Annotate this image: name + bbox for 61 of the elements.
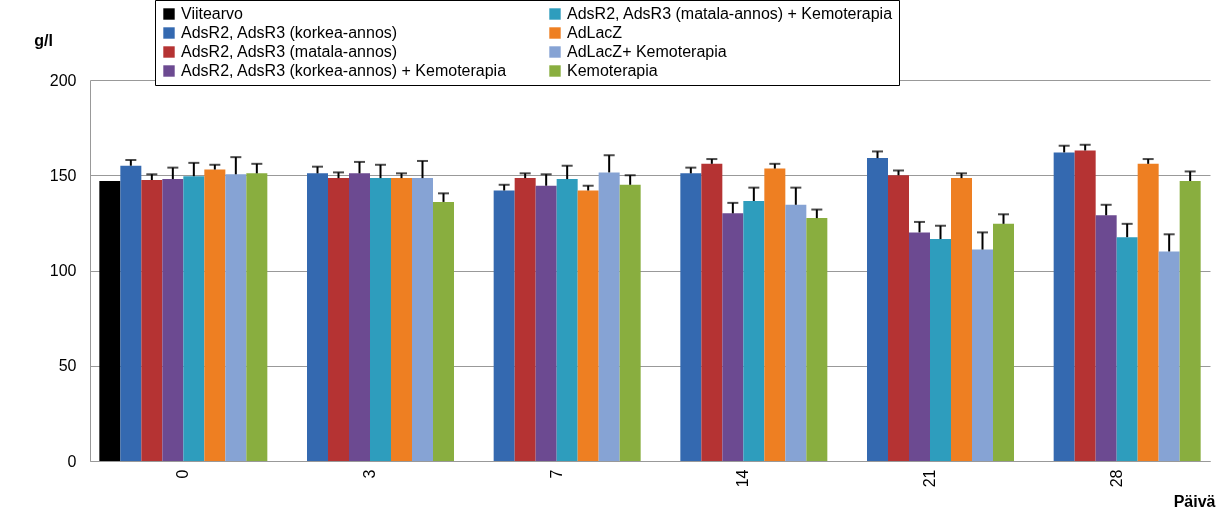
legend-label: AdsR2, AdsR3 (matala-annos) + Kemoterapia xyxy=(567,5,893,22)
bar xyxy=(412,178,433,461)
bar xyxy=(493,190,515,461)
x-tick-label: 14 xyxy=(734,469,752,488)
bar xyxy=(514,178,536,461)
bar xyxy=(99,180,121,461)
x-tick-label: 21 xyxy=(921,469,938,488)
bar xyxy=(1095,215,1117,461)
legend-label: AdsR2, AdsR3 (matala-annos) xyxy=(181,43,398,60)
bar xyxy=(993,223,1014,461)
bar xyxy=(391,178,412,461)
bar xyxy=(867,158,888,461)
legend-label: AdLacZ+ Kemoterapia xyxy=(567,43,727,60)
bar xyxy=(619,184,641,461)
bar xyxy=(785,204,807,461)
bar xyxy=(1074,150,1096,461)
x-tick-label: 3 xyxy=(361,469,378,479)
bar xyxy=(141,180,163,461)
y-tick-label: 150 xyxy=(49,166,77,184)
bar xyxy=(951,178,972,461)
bar xyxy=(680,173,702,461)
bar xyxy=(806,218,828,461)
bar xyxy=(1053,152,1075,461)
bar xyxy=(183,176,205,461)
legend-label: AdLacZ xyxy=(567,24,623,41)
bar xyxy=(204,169,226,461)
bar xyxy=(307,173,328,461)
legend-label: Viitearvo xyxy=(181,5,244,22)
bar xyxy=(433,201,454,461)
bar xyxy=(972,249,993,461)
y-tick-label: 50 xyxy=(58,357,77,375)
bar xyxy=(349,173,370,461)
bar xyxy=(764,168,786,461)
legend-label: AdsR2, AdsR3 (korkea-annos) + Kemoterapia xyxy=(181,62,507,79)
bar xyxy=(743,200,765,461)
bar xyxy=(370,178,391,461)
bar xyxy=(328,178,349,461)
bar xyxy=(888,175,909,461)
bar xyxy=(120,165,142,461)
x-tick-label: 0 xyxy=(174,469,192,479)
bar xyxy=(246,173,268,461)
bar xyxy=(162,179,184,461)
bar xyxy=(535,185,557,461)
legend-label: Kemoterapia xyxy=(567,62,658,79)
bar xyxy=(930,239,951,461)
bar xyxy=(1116,237,1138,461)
y-axis-title: g/l xyxy=(34,31,53,49)
bar xyxy=(909,232,930,461)
legend-label: AdsR2, AdsR3 (korkea-annos) xyxy=(181,24,398,41)
x-tick-label: 7 xyxy=(547,469,565,479)
bar xyxy=(1179,180,1201,461)
y-tick-label: 100 xyxy=(49,262,77,279)
x-axis-title: Päivä xyxy=(1173,492,1216,510)
bar xyxy=(598,172,620,461)
bar xyxy=(577,190,599,461)
bar xyxy=(225,174,247,461)
bar xyxy=(722,213,744,461)
x-tick-label: 28 xyxy=(1107,469,1125,488)
bar xyxy=(556,179,578,461)
bar xyxy=(1158,251,1180,461)
y-tick-label: 200 xyxy=(49,71,77,89)
